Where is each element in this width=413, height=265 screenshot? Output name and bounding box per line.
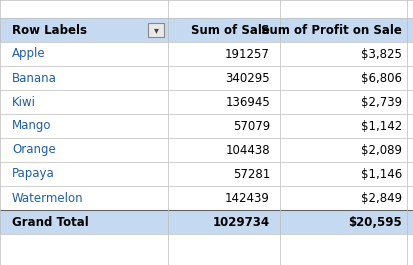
Text: Kiwi: Kiwi <box>12 95 36 108</box>
Text: 191257: 191257 <box>225 47 269 60</box>
Text: Banana: Banana <box>12 72 57 85</box>
Text: Row Labels: Row Labels <box>12 24 87 37</box>
Bar <box>0 90 413 114</box>
FancyBboxPatch shape <box>147 23 164 37</box>
Text: $2,089: $2,089 <box>360 144 401 157</box>
Bar <box>0 162 413 186</box>
Text: 57281: 57281 <box>232 167 269 180</box>
Bar <box>0 210 413 234</box>
Text: 136945: 136945 <box>225 95 269 108</box>
Text: 57079: 57079 <box>232 120 269 132</box>
Bar <box>0 66 413 90</box>
Text: $20,595: $20,595 <box>347 215 401 228</box>
Text: Grand Total: Grand Total <box>12 215 88 228</box>
Bar <box>0 234 413 265</box>
Bar <box>0 0 413 18</box>
Text: 340295: 340295 <box>225 72 269 85</box>
Bar <box>0 114 413 138</box>
Bar <box>0 42 413 66</box>
Text: $2,849: $2,849 <box>360 192 401 205</box>
Text: $6,806: $6,806 <box>360 72 401 85</box>
Text: Apple: Apple <box>12 47 45 60</box>
Bar <box>0 18 413 42</box>
Text: Papaya: Papaya <box>12 167 55 180</box>
Text: ▾: ▾ <box>153 25 158 35</box>
Text: $2,739: $2,739 <box>360 95 401 108</box>
Text: Orange: Orange <box>12 144 56 157</box>
Text: $1,146: $1,146 <box>360 167 401 180</box>
Text: Sum of Profit on Sale: Sum of Profit on Sale <box>261 24 401 37</box>
Text: 1029734: 1029734 <box>212 215 269 228</box>
Text: Watermelon: Watermelon <box>12 192 83 205</box>
Bar <box>0 186 413 210</box>
Text: Mango: Mango <box>12 120 51 132</box>
Text: $3,825: $3,825 <box>360 47 401 60</box>
Text: Sum of Sale: Sum of Sale <box>191 24 269 37</box>
Text: 142439: 142439 <box>225 192 269 205</box>
Bar <box>0 138 413 162</box>
Text: $1,142: $1,142 <box>360 120 401 132</box>
Text: 104438: 104438 <box>225 144 269 157</box>
